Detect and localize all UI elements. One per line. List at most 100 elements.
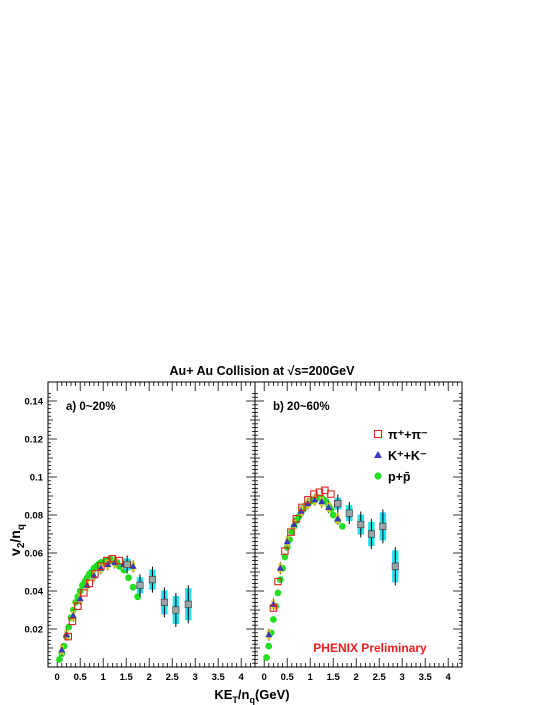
pion-point — [304, 496, 312, 504]
legend-pion-marker — [373, 429, 383, 439]
y-axis-label: v2/nq — [7, 524, 27, 556]
x-tick-label: 0 — [55, 672, 60, 683]
kaon-point — [290, 520, 298, 528]
proton-point — [129, 583, 137, 591]
kaon-point — [76, 594, 84, 602]
x-tick-label: 0 — [262, 672, 267, 683]
proton-point — [270, 616, 277, 623]
legend-label: p+p̄ — [388, 470, 411, 484]
pion-highpt-point — [172, 606, 180, 614]
pion-highpt-point — [334, 500, 342, 508]
pion-point — [315, 488, 324, 496]
kaon-point — [325, 503, 333, 510]
x-tick-label: 3 — [400, 672, 405, 683]
kaon-point — [276, 564, 284, 571]
watermark: PHENIX Preliminary — [313, 641, 427, 655]
kaon-point — [58, 646, 66, 653]
kaon-point — [129, 562, 137, 569]
kaon-point — [69, 611, 77, 619]
pion-highpt-point — [136, 581, 144, 589]
kaon-point — [265, 630, 273, 638]
x-tick-label: 0.5 — [281, 672, 295, 683]
legend: π⁺+π⁻ K⁺+K⁻ p+p̄ — [373, 428, 428, 484]
x-tick-label: 1.5 — [120, 672, 134, 683]
pion-point — [327, 490, 335, 498]
pion-point — [103, 556, 111, 565]
proton-point — [125, 574, 132, 582]
proton-point — [339, 523, 346, 530]
y-tick-label: 0.14 — [25, 397, 44, 408]
pion-point — [97, 562, 105, 571]
x-tick-label: 2.5 — [373, 672, 387, 683]
plot-frame — [254, 381, 463, 668]
proton-point — [276, 576, 284, 583]
plot-frame — [47, 381, 256, 668]
pion-highpt-point — [160, 598, 168, 606]
legend-proton-marker — [374, 472, 382, 480]
y-tick-label: 0.04 — [25, 587, 44, 598]
pion-point — [321, 486, 329, 495]
pion-point — [64, 632, 72, 641]
pion-highpt-point — [357, 520, 365, 528]
pion-point — [91, 570, 99, 578]
y-tick-label: 0.08 — [25, 511, 44, 522]
pion-point — [80, 589, 88, 597]
proton-point — [274, 589, 282, 597]
x-tick-label: 1 — [101, 672, 107, 683]
pion-point — [115, 556, 124, 565]
kaon-point — [283, 537, 291, 545]
legend-kaon-marker — [374, 451, 382, 458]
proton-point — [65, 623, 73, 631]
x-tick-label: 2 — [354, 672, 359, 683]
kaon-point — [334, 515, 342, 522]
x-tick-label: 2.5 — [166, 672, 180, 683]
pion-highpt-point — [148, 576, 156, 584]
y-tick-label: 0.1 — [30, 473, 44, 484]
kaon-point — [311, 496, 319, 503]
proton-point — [56, 656, 63, 663]
kaon-point — [318, 497, 326, 505]
x-tick-label: 3 — [193, 672, 198, 683]
pion-point — [281, 547, 289, 555]
pion-point — [298, 503, 306, 512]
x-tick-label: 2 — [147, 672, 152, 683]
x-tick-label: 3.5 — [419, 672, 433, 683]
y-tick-label: 0.12 — [25, 435, 44, 446]
pion-highpt-point — [345, 509, 353, 517]
pion-highpt-point — [391, 562, 399, 570]
pion-point — [287, 528, 295, 536]
x-tick-label: 3.5 — [212, 672, 226, 683]
pion-highpt-point — [379, 522, 387, 530]
x-tick-label: 4 — [446, 672, 452, 683]
panel-label: a) 0~20% — [66, 401, 116, 413]
legend-label: π⁺+π⁻ — [388, 428, 428, 442]
y-tick-label: 0.06 — [25, 549, 44, 560]
chart-title: Au+ Au Collision at √s=200GeV — [170, 364, 356, 378]
proton-point — [263, 654, 270, 661]
pion-point — [274, 577, 282, 586]
legend-label: K⁺+K⁻ — [388, 449, 427, 463]
panel-label: b) 20~60% — [273, 401, 330, 413]
pion-point — [292, 515, 301, 523]
pion-highpt-point — [367, 530, 375, 538]
proton-point — [281, 553, 289, 561]
panel-a: 0.02 0.04 0.06 0.08 0.1 0.12 0.14 0 0.5 1 1.5 2 2.5 3… — [25, 381, 256, 683]
x-tick-label: 1.5 — [327, 672, 341, 683]
proton-point — [265, 642, 273, 650]
proton-point — [134, 593, 142, 601]
pion-point — [85, 579, 94, 588]
x-tick-label: 0.5 — [74, 672, 88, 683]
x-axis-label: KET/nq(GeV) — [214, 687, 289, 705]
pion-point — [310, 490, 318, 498]
pion-point — [68, 617, 77, 626]
y-tick-label: 0.02 — [25, 625, 44, 636]
pion-highpt-point — [184, 600, 192, 608]
proton-point — [288, 528, 296, 536]
kaon-point — [62, 630, 70, 638]
x-tick-label: 1 — [308, 672, 314, 683]
pion-point — [74, 602, 82, 610]
x-tick-label: 4 — [239, 672, 245, 683]
pion-highpt-point — [123, 560, 131, 568]
proton-point — [329, 511, 337, 519]
